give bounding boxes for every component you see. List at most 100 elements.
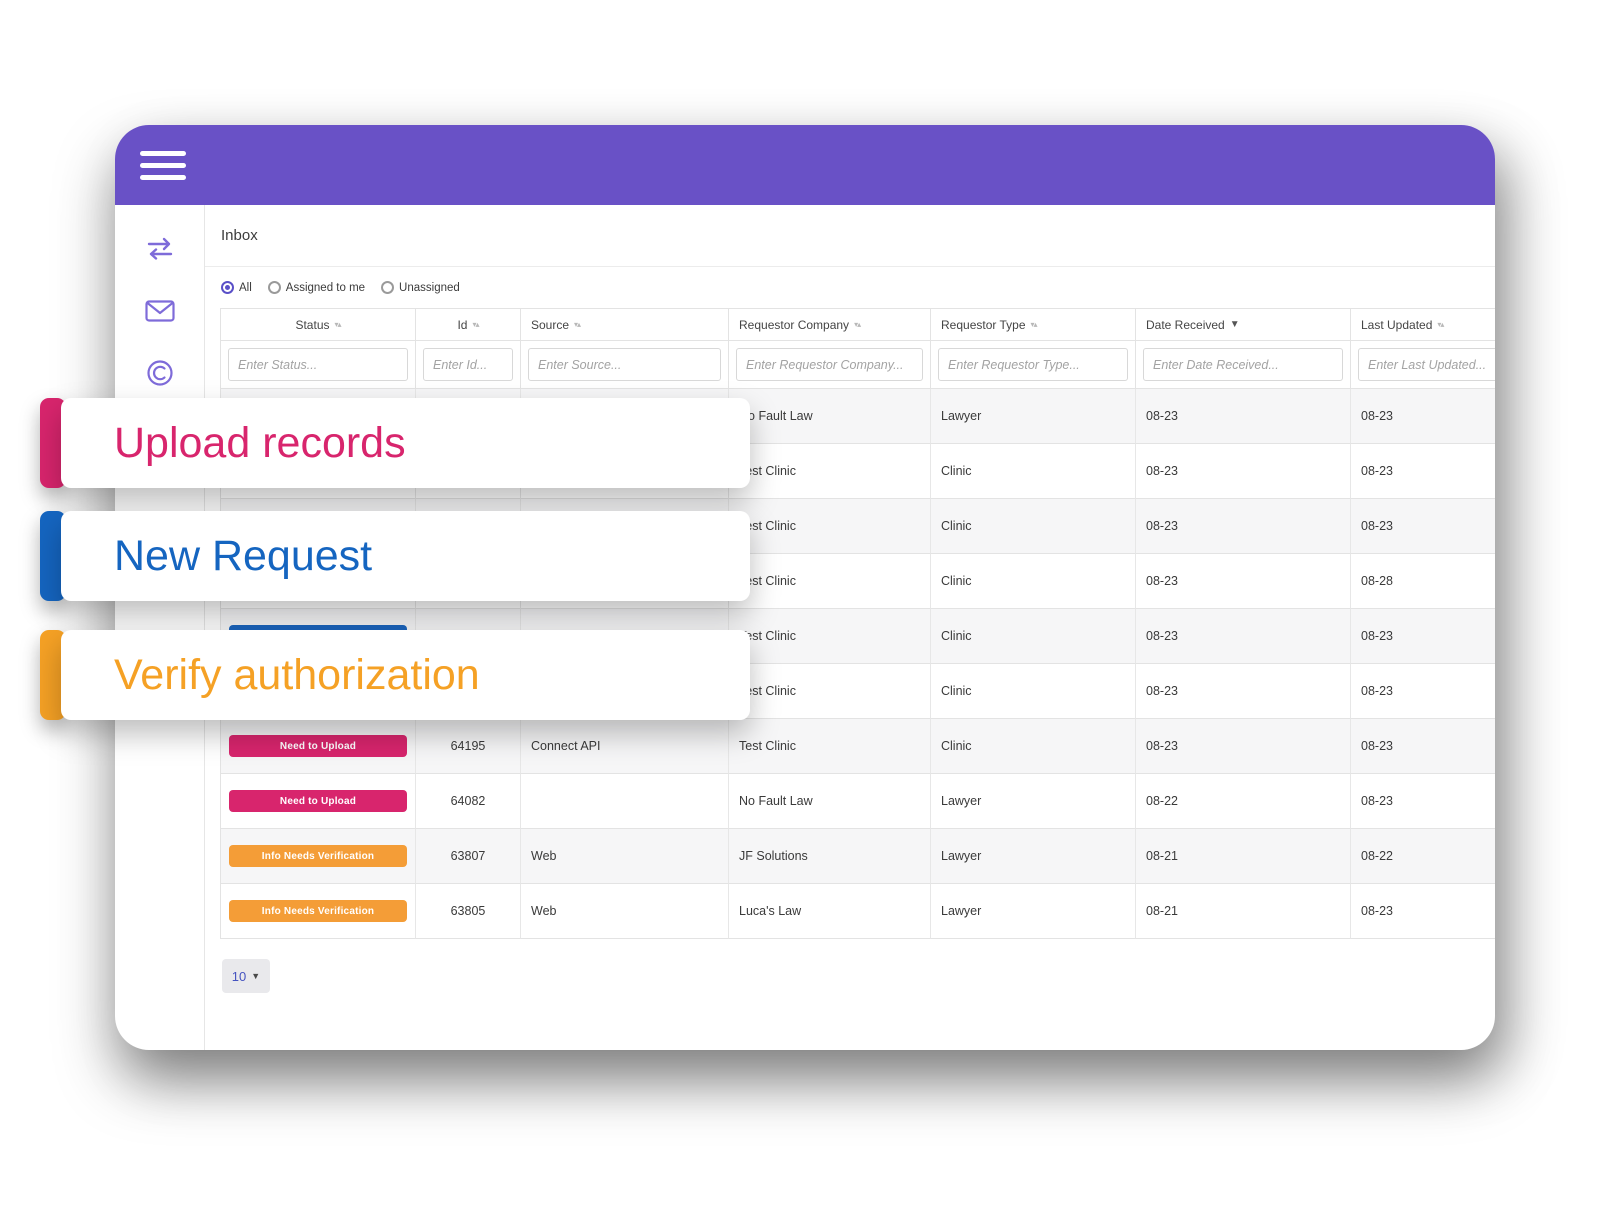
requestor-company-cell: Test Clinic xyxy=(729,719,931,774)
date-received-cell: 08-23 xyxy=(1136,499,1351,554)
mail-icon xyxy=(144,300,175,322)
column-filter-input[interactable] xyxy=(1358,348,1495,381)
table-row[interactable]: Info Needs Verification 63805 Web Luca's… xyxy=(221,884,1495,939)
column-header[interactable]: Id ▾▴ xyxy=(416,309,521,341)
sidebar-item-records[interactable] xyxy=(142,355,178,391)
inbox-page: Inbox All Assigned to me Unassigned xyxy=(205,205,1495,1050)
requestor-company-cell: JF Solutions xyxy=(729,829,931,884)
source-cell xyxy=(521,774,729,829)
table-header-row: Status ▾▴ Id ▾▴ Source ▾▴ Requestor Comp… xyxy=(221,309,1495,341)
source-cell: Web xyxy=(521,884,729,939)
column-filter-input[interactable] xyxy=(228,348,408,381)
last-updated-cell: 08-23 xyxy=(1351,499,1495,554)
callout-new-request: New Request xyxy=(0,511,750,601)
requestor-type-cell: Lawyer xyxy=(931,389,1136,444)
date-received-cell: 08-21 xyxy=(1136,884,1351,939)
date-received-cell: 08-21 xyxy=(1136,829,1351,884)
status-cell: Need to Upload xyxy=(221,719,416,774)
requestor-type-cell: Clinic xyxy=(931,719,1136,774)
table-body: No Fault Law Lawyer 08-23 08-23 Test Cli… xyxy=(221,389,1495,939)
radio-icon xyxy=(221,281,234,294)
column-header[interactable]: Source ▾▴ xyxy=(521,309,729,341)
assignment-filter-radio[interactable]: Assigned to me xyxy=(267,281,365,294)
sidebar xyxy=(115,205,205,1050)
app-body: Inbox All Assigned to me Unassigned xyxy=(115,205,1495,1050)
requestor-type-cell: Clinic xyxy=(931,664,1136,719)
sort-icon: ▾▴ xyxy=(472,320,479,329)
assignment-filter-radio[interactable]: Unassigned xyxy=(381,281,460,294)
last-updated-cell: 08-22 xyxy=(1351,829,1495,884)
table-row[interactable]: Info Needs Verification 63807 Web JF Sol… xyxy=(221,829,1495,884)
assignment-filter-group: All Assigned to me Unassigned xyxy=(205,267,1495,308)
column-header[interactable]: Last Updated ▾▴ xyxy=(1351,309,1495,341)
requestor-type-cell: Lawyer xyxy=(931,829,1136,884)
requestor-type-cell: Clinic xyxy=(931,444,1136,499)
inbox-table: Status ▾▴ Id ▾▴ Source ▾▴ Requestor Comp… xyxy=(220,308,1495,939)
column-header[interactable]: Date Received ▼ xyxy=(1136,309,1351,341)
table-row[interactable]: Need to Upload 64195 Connect API Test Cl… xyxy=(221,719,1495,774)
copyright-icon xyxy=(146,360,173,386)
column-filter-input[interactable] xyxy=(528,348,721,381)
requestor-type-cell: Lawyer xyxy=(931,884,1136,939)
requestor-type-cell: Clinic xyxy=(931,554,1136,609)
date-received-cell: 08-23 xyxy=(1136,389,1351,444)
requestor-company-cell: Test Clinic xyxy=(729,664,931,719)
date-received-cell: 08-23 xyxy=(1136,609,1351,664)
requestor-type-cell: Lawyer xyxy=(931,774,1136,829)
sort-icon: ▾▴ xyxy=(1437,320,1444,329)
id-cell: 64195 xyxy=(416,719,521,774)
last-updated-cell: 08-23 xyxy=(1351,719,1495,774)
column-header[interactable]: Requestor Type ▾▴ xyxy=(931,309,1136,341)
last-updated-cell: 08-28 xyxy=(1351,554,1495,609)
requestor-company-cell: Test Clinic xyxy=(729,499,931,554)
sidebar-item-inbox[interactable] xyxy=(142,293,178,329)
column-filter-cell xyxy=(729,341,931,389)
inbox-title-row: Inbox xyxy=(205,205,1495,267)
requestor-type-cell: Clinic xyxy=(931,499,1136,554)
last-updated-cell: 08-23 xyxy=(1351,389,1495,444)
sort-icon: ▾▴ xyxy=(854,320,861,329)
requestor-company-cell: Test Clinic xyxy=(729,609,931,664)
transfer-arrows-icon xyxy=(147,237,172,260)
column-filter-input[interactable] xyxy=(736,348,923,381)
callout-upload-records: Upload records xyxy=(0,398,750,488)
last-updated-cell: 08-23 xyxy=(1351,664,1495,719)
requestor-company-cell: Test Clinic xyxy=(729,554,931,609)
last-updated-cell: 08-23 xyxy=(1351,774,1495,829)
status-badge: Need to Upload xyxy=(229,735,407,757)
table-row[interactable]: Test Clinic Clinic 08-23 08-23 xyxy=(221,444,1495,499)
hamburger-menu-icon[interactable] xyxy=(140,144,186,187)
requestor-company-cell: Luca's Law xyxy=(729,884,931,939)
column-filter-cell xyxy=(221,341,416,389)
source-cell: Web xyxy=(521,829,729,884)
chevron-down-icon: ▼ xyxy=(251,971,261,981)
column-filter-input[interactable] xyxy=(1143,348,1343,381)
table-row[interactable]: Need to Upload 64082 No Fault Law Lawyer… xyxy=(221,774,1495,829)
sidebar-item-requests[interactable] xyxy=(142,231,178,267)
status-cell: Info Needs Verification xyxy=(221,884,416,939)
column-filter-cell xyxy=(1136,341,1351,389)
column-filter-cell xyxy=(1351,341,1495,389)
table-filter-row xyxy=(221,341,1495,389)
assignment-filter-radio[interactable]: All xyxy=(221,281,252,294)
date-received-cell: 08-23 xyxy=(1136,664,1351,719)
column-filter-cell xyxy=(521,341,729,389)
status-cell: Need to Upload xyxy=(221,774,416,829)
column-header[interactable]: Status ▾▴ xyxy=(221,309,416,341)
column-filter-input[interactable] xyxy=(423,348,513,381)
status-cell: Info Needs Verification xyxy=(221,829,416,884)
column-filter-cell xyxy=(416,341,521,389)
status-badge: Need to Upload xyxy=(229,790,407,812)
source-cell: Connect API xyxy=(521,719,729,774)
page-size-dropdown[interactable]: 10 ▼ xyxy=(222,959,270,993)
id-cell: 64082 xyxy=(416,774,521,829)
column-filter-input[interactable] xyxy=(938,348,1128,381)
column-header[interactable]: Requestor Company ▾▴ xyxy=(729,309,931,341)
id-cell: 63807 xyxy=(416,829,521,884)
radio-icon xyxy=(381,281,395,294)
status-badge: Info Needs Verification xyxy=(229,900,407,922)
radio-icon xyxy=(267,281,281,294)
id-cell: 63805 xyxy=(416,884,521,939)
requestor-company-cell: No Fault Law xyxy=(729,774,931,829)
